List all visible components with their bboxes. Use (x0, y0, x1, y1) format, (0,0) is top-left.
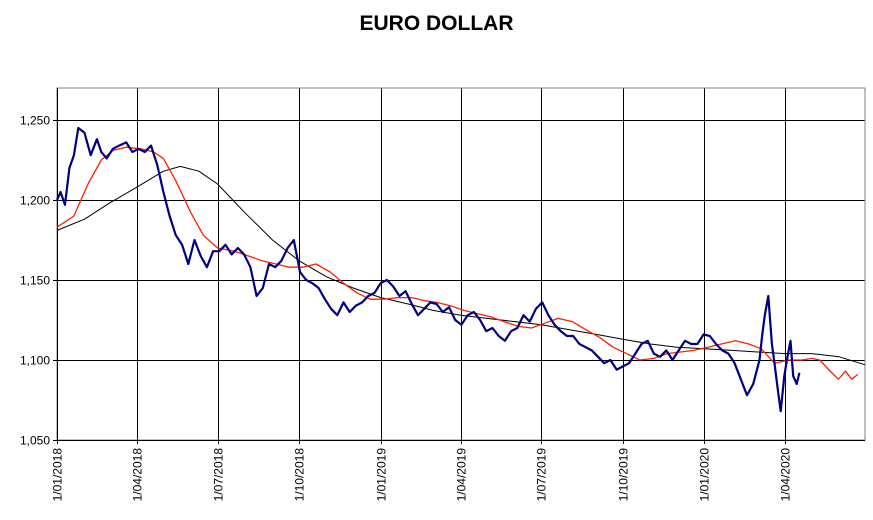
y-tick-label: 1,200 (20, 194, 50, 208)
y-tick-label: 1,050 (20, 434, 50, 448)
series-layer (55, 126, 866, 413)
series-long-moving-average-line (56, 165, 866, 366)
x-tick-label: 1/01/2020 (698, 448, 712, 502)
y-tick-label: 1,250 (20, 114, 50, 128)
x-tick-label: 1/04/2019 (455, 448, 469, 502)
x-tick-label: 1/04/2018 (131, 448, 145, 502)
series-short-moving-average-line (56, 146, 859, 380)
x-axis-ticks: 1/01/2018 1/04/2018 1/07/2018 1/10/2018 1/01… (51, 448, 793, 502)
series-price-line (55, 126, 801, 413)
axes (53, 87, 866, 444)
y-tick-label: 1,100 (20, 354, 50, 368)
x-tick-label: 1/10/2018 (293, 448, 307, 502)
x-tick-label: 1/01/2019 (375, 448, 389, 502)
x-tick-label: 1/10/2019 (617, 448, 631, 502)
x-tick-label: 1/07/2019 (535, 448, 549, 502)
x-tick-label: 1/01/2018 (51, 448, 65, 502)
chart-title: EURO DOLLAR (359, 12, 514, 35)
y-tick-label: 1,150 (20, 274, 50, 288)
x-tick-label: 1/04/2020 (779, 448, 793, 502)
y-axis-ticks: 1,050 1,100 1,150 1,200 1,250 (20, 114, 50, 448)
x-tick-label: 1/07/2018 (212, 448, 226, 502)
